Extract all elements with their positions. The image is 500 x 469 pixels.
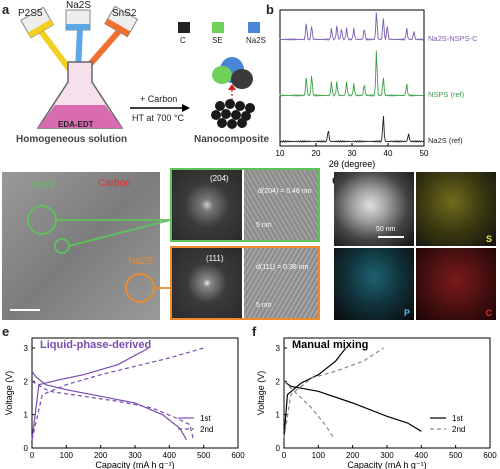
voltage-x-tick-label: 600 bbox=[231, 451, 245, 460]
voltage-x-tick-label: 200 bbox=[346, 451, 360, 460]
fft-top-pattern bbox=[172, 170, 242, 240]
xrd-series-label: Na2S-NSPS-C bbox=[428, 34, 478, 43]
caption-homogeneous: Homogeneous solution bbox=[16, 134, 128, 145]
voltage-chart-manual: 0 100 200 300 400 500 600 0 1 2 3 Capacity (mA h g⁻… bbox=[256, 337, 497, 469]
xrd-x-tick-label: 30 bbox=[348, 149, 357, 158]
voltage-legend-label: 2nd bbox=[452, 425, 465, 434]
voltage-discharge-curve bbox=[283, 380, 335, 439]
voltage-y-axis-label: Voltage (V) bbox=[4, 371, 14, 416]
fft-bottom-index: (111) bbox=[206, 254, 224, 263]
voltage-x-tick-label: 400 bbox=[163, 451, 177, 460]
fft-top-d: d(204) = 0.48 nm bbox=[258, 188, 312, 195]
reagent-na2s: Na2S bbox=[66, 0, 92, 11]
eds-map-c: C bbox=[416, 248, 496, 320]
xrd-series-line bbox=[279, 115, 425, 143]
tem-label-na2s-top: Na2S bbox=[30, 180, 56, 191]
voltage-y-tick-label: 2 bbox=[276, 377, 281, 386]
fft-bottom-pattern bbox=[172, 248, 242, 318]
xrd-series-line bbox=[279, 50, 425, 97]
voltage-x-tick-label: 0 bbox=[282, 451, 287, 460]
voltage-y-tick-label: 3 bbox=[24, 344, 29, 353]
voltage-x-tick-label: 0 bbox=[30, 451, 35, 460]
voltage-charge-curve bbox=[283, 347, 347, 439]
voltage-chart-title: Manual mixing bbox=[292, 339, 368, 351]
fft-top-frame: (204) d(204) = 0.48 nm 5 nm bbox=[170, 168, 320, 242]
fft-bottom-scale: 5 nm bbox=[256, 302, 272, 309]
voltage-y-tick-label: 1 bbox=[276, 411, 281, 420]
voltage-x-axis-label: Capacity (mA h g⁻¹) bbox=[347, 460, 426, 469]
panel-a-schematic bbox=[20, 5, 260, 129]
xrd-plot-frame bbox=[279, 9, 425, 147]
fft-top-scale: 5 nm bbox=[256, 222, 272, 229]
reagent-p2s5: P2S5 bbox=[18, 8, 43, 19]
voltage-discharge-curve bbox=[31, 370, 188, 441]
legend-se: SE bbox=[212, 36, 223, 45]
xrd-series-label: Na2S (ref) bbox=[428, 136, 463, 145]
fft-bottom-d: d(111) = 0.38 nm bbox=[256, 264, 309, 271]
voltage-chart-liquid: 0 100 200 300 400 500 600 0 1 2 3 Capacity (mA h g⁻… bbox=[4, 337, 245, 469]
voltage-y-tick-label: 0 bbox=[276, 444, 281, 453]
legend-c: C bbox=[180, 36, 186, 45]
panel-label-a: a bbox=[2, 2, 10, 17]
voltage-y-tick-label: 2 bbox=[24, 377, 29, 386]
eds-label-c: C bbox=[485, 308, 493, 318]
voltage-x-tick-label: 500 bbox=[449, 451, 463, 460]
eds-map-s: S bbox=[416, 172, 496, 246]
voltage-charge-curve bbox=[31, 347, 149, 440]
eds-map-p: P bbox=[334, 248, 414, 320]
xrd-chart: 10 20 30 40 50 2θ (degree) Na2S-NSPS-C NSPS (re… bbox=[276, 9, 478, 169]
tem-annotations bbox=[10, 205, 171, 311]
tem-image bbox=[2, 172, 160, 320]
voltage-x-tick-label: 500 bbox=[197, 451, 211, 460]
xrd-x-tick-label: 10 bbox=[276, 149, 285, 158]
fft-top-index: (204) bbox=[210, 174, 229, 183]
step-heat: HT at 700 °C bbox=[132, 113, 184, 123]
tem-label-na2s-right: Na2S bbox=[128, 256, 154, 267]
fft-top-lattice bbox=[244, 170, 318, 240]
legend-na2s: Na2S bbox=[246, 36, 267, 45]
fft-bottom-frame: (111) d(111) = 0.38 nm 5 nm bbox=[170, 246, 320, 320]
voltage-chart-title: Liquid-phase-derived bbox=[40, 339, 151, 351]
xrd-x-axis-label: 2θ (degree) bbox=[329, 159, 376, 169]
reagent-sns2: SnS2 bbox=[112, 8, 137, 19]
voltage-y-tick-label: 1 bbox=[24, 411, 29, 420]
voltage-y-tick-label: 3 bbox=[276, 344, 281, 353]
voltage-charge-curve bbox=[31, 347, 204, 440]
voltage-legend-label: 1st bbox=[200, 414, 211, 423]
haadf-scale-bar bbox=[378, 236, 404, 238]
voltage-x-axis-label: Capacity (mA h g⁻¹) bbox=[95, 460, 174, 469]
voltage-x-tick-label: 200 bbox=[94, 451, 108, 460]
step-carbon: + Carbon bbox=[140, 94, 178, 104]
voltage-legend-label: 1st bbox=[452, 414, 463, 423]
xrd-x-tick-label: 40 bbox=[384, 149, 393, 158]
xrd-series-line bbox=[279, 12, 425, 41]
voltage-x-tick-label: 100 bbox=[60, 451, 74, 460]
xrd-x-tick-label: 20 bbox=[312, 149, 321, 158]
xrd-series-label: NSPS (ref) bbox=[428, 90, 465, 99]
solvent-label: EDA-EDT bbox=[58, 120, 94, 129]
xrd-x-tick-label: 50 bbox=[420, 149, 429, 158]
eds-label-p: P bbox=[403, 308, 410, 318]
fft-bottom-lattice bbox=[244, 248, 318, 318]
voltage-x-tick-label: 300 bbox=[380, 451, 394, 460]
tem-label-carbon: Carbon bbox=[98, 178, 131, 189]
voltage-legend-label: 2nd bbox=[200, 425, 213, 434]
voltage-x-tick-label: 400 bbox=[415, 451, 429, 460]
haadf-scale: 50 nm bbox=[376, 226, 396, 233]
voltage-y-tick-label: 0 bbox=[24, 444, 29, 453]
panel-label-b: b bbox=[266, 2, 274, 17]
caption-nanocomposite: Nanocomposite bbox=[194, 134, 270, 145]
panel-label-e: e bbox=[2, 324, 10, 339]
haadf-image: 50 nm bbox=[334, 172, 414, 246]
voltage-x-tick-label: 300 bbox=[128, 451, 142, 460]
eds-label-s: S bbox=[485, 234, 492, 244]
voltage-discharge-curve bbox=[283, 380, 422, 432]
voltage-charge-curve bbox=[283, 347, 384, 439]
voltage-y-axis-label: Voltage (V) bbox=[256, 371, 266, 416]
panel-label-f: f bbox=[252, 324, 257, 339]
voltage-x-tick-label: 100 bbox=[312, 451, 326, 460]
voltage-x-tick-label: 600 bbox=[483, 451, 497, 460]
voltage-discharge-curve bbox=[31, 380, 194, 440]
